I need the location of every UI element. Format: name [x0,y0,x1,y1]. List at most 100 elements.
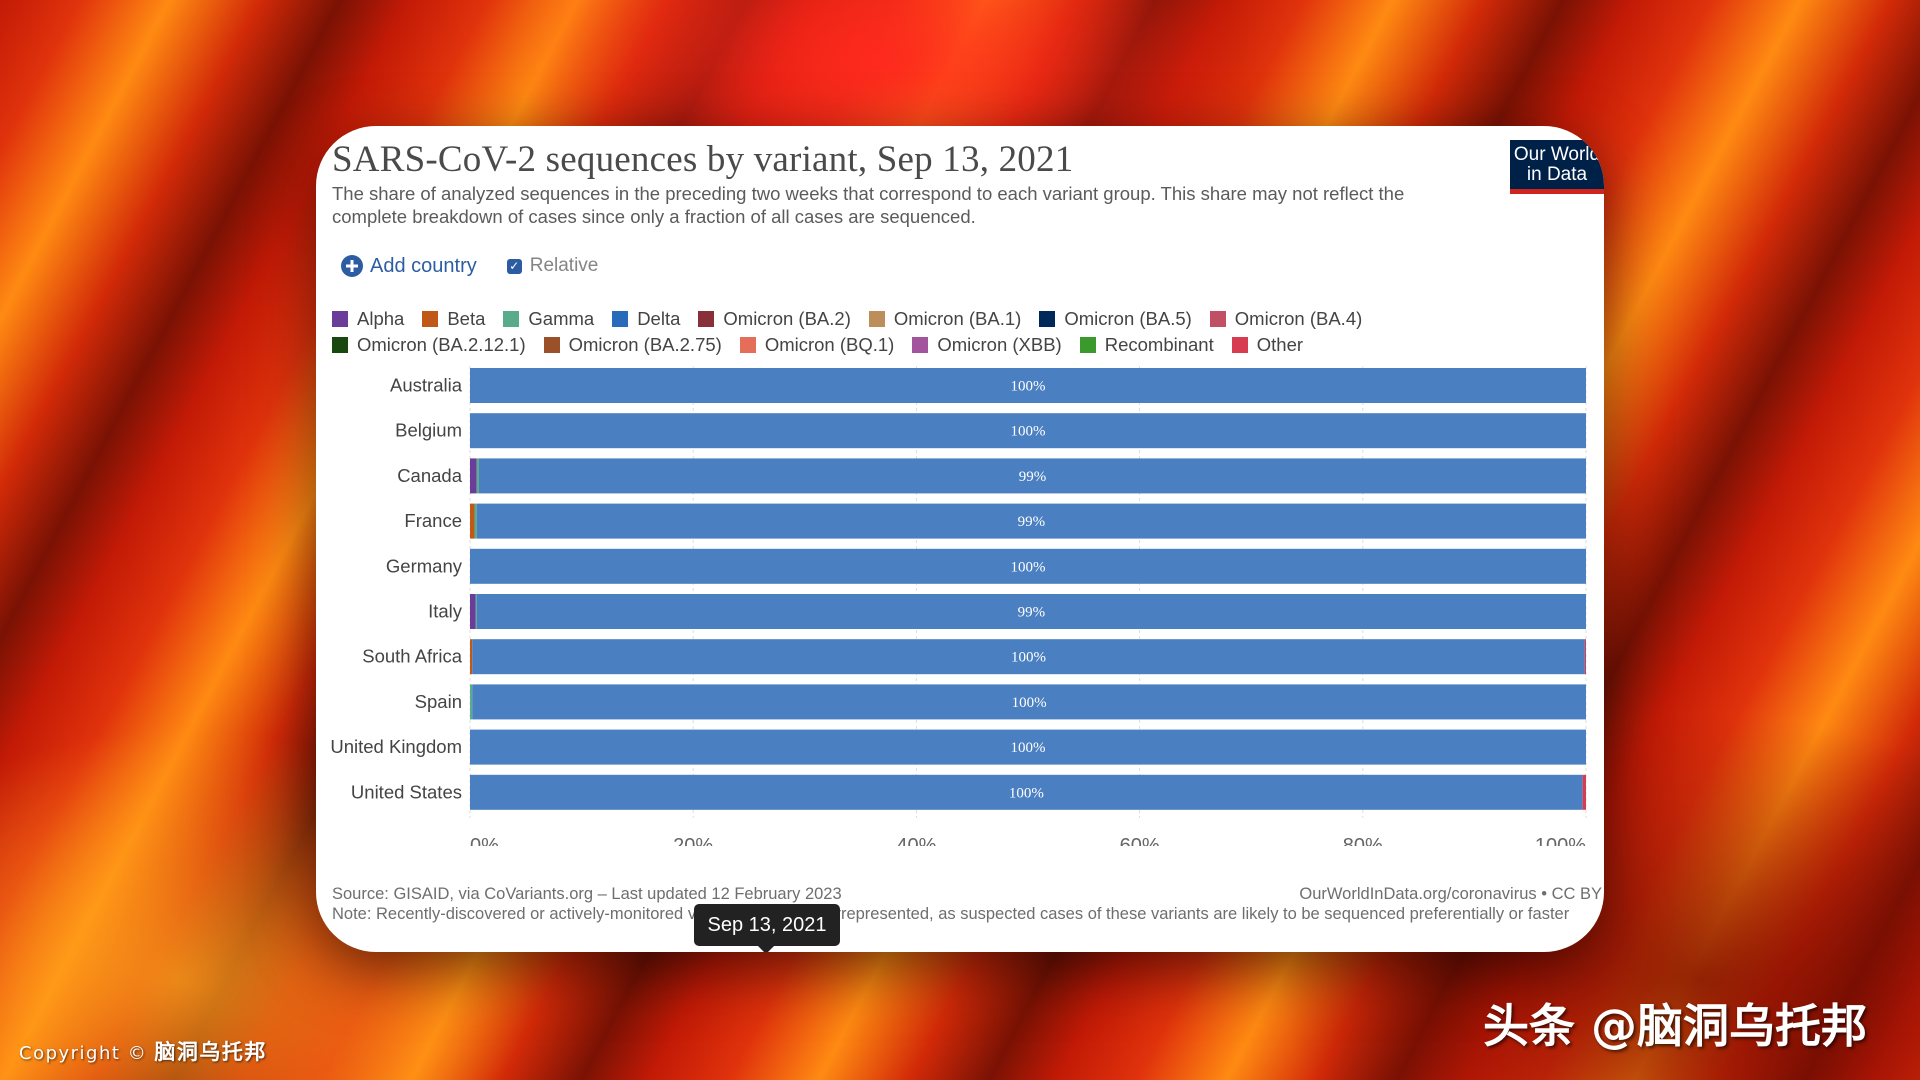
bar-segment [470,368,1586,403]
chart-footer: Source: GISAID, via CoVariants.org – Las… [332,884,1602,924]
bar-segment [470,684,473,720]
legend-swatch [332,311,348,327]
logo-line-2: in Data [1526,164,1588,185]
bar-segment [470,503,475,539]
legend-label: Other [1256,334,1304,355]
y-category-label: Germany [386,555,463,576]
legend-label: Alpha [357,308,405,329]
copyright-symbol-icon: © [127,1043,148,1064]
legend-swatch [612,311,629,327]
bar-segment [474,503,477,539]
owid-logo[interactable]: Our World in Data [1510,140,1604,194]
y-category-label: Australia [390,375,463,396]
bar-segment [476,503,1586,539]
bar-segment [470,413,1586,449]
logo-line-1: Our World [1513,144,1601,165]
add-country-label: Add country [370,254,477,277]
chart-controls: Add country ✓ Relative [340,254,598,278]
legend-item[interactable]: Omicron (BA.2) [698,308,851,330]
legend-swatch [503,311,520,327]
x-tick-label: 40% [896,835,936,846]
bar-data-label: 100% [1011,379,1046,395]
bar-segment [470,548,1586,584]
timeline-date-tooltip: Sep 13, 2021 [694,904,840,952]
y-category-label: Canada [397,465,463,486]
y-category-label: United States [351,781,462,802]
legend-item[interactable]: Omicron (BA.1) [868,308,1022,330]
legend-item[interactable]: Omicron (BA.4) [1209,308,1363,330]
note-text: Note: Recently-discovered or actively-mo… [332,905,1570,923]
legend-item[interactable]: Omicron (BA.5) [1039,308,1192,330]
source-url[interactable]: OurWorldInData.org/coronavirus • CC BY [1299,885,1602,903]
legend-label: Omicron (BA.5) [1064,308,1192,329]
y-category-label: Italy [428,601,463,622]
bar-segment [475,594,477,629]
legend-label: Delta [637,308,681,329]
legend-item[interactable]: Omicron (BA.2.12.1) [332,334,526,356]
bar-segment [476,594,1586,629]
x-tick-label: 80% [1343,835,1383,846]
legend-swatch [698,311,715,327]
legend-swatch [1039,311,1056,327]
relative-toggle[interactable]: ✓ Relative [506,255,599,277]
checkbox-checked-icon[interactable]: ✓ [506,258,522,274]
y-category-label: South Africa [362,646,462,667]
legend-item[interactable]: Recombinant [1079,334,1214,356]
bar-segment [470,594,476,629]
legend-swatch [1079,337,1096,353]
bar-data-label: 99% [1018,514,1046,530]
legend-item[interactable]: Beta [422,308,485,330]
legend-item[interactable]: Omicron (BA.2.75) [543,334,722,356]
source-text: Source: GISAID, via CoVariants.org – Las… [332,885,842,903]
legend-label: Recombinant [1104,334,1214,355]
legend-label: Omicron (XBB) [937,334,1062,355]
y-category-label: France [404,510,462,531]
legend-swatch [332,337,348,353]
bar-segment [472,639,1585,675]
x-tick-label: 100% [1535,835,1586,846]
bar-data-label: 100% [1011,650,1046,666]
legend-label: Omicron (BA.1) [893,308,1022,329]
legend-swatch [1231,337,1248,353]
legend-swatch [1209,311,1226,327]
legend-item[interactable]: Delta [612,308,680,330]
bar-data-label: 100% [1009,785,1044,801]
chart-subtitle: The share of analyzed sequences in the p… [332,183,1405,227]
copyright-name: 脑洞乌托邦 [154,1040,267,1064]
bar-data-label: 99% [1018,605,1046,621]
legend-label: Omicron (BQ.1) [764,334,895,355]
legend-label: Omicron (BA.2.12.1) [357,334,526,355]
bar-segment [476,458,479,494]
chart-card: SARS-CoV-2 sequences by variant, Sep 13,… [316,126,1604,952]
y-category-label: Belgium [395,420,462,441]
legend-item[interactable]: Omicron (XBB) [912,334,1062,356]
bar-segment [1582,774,1586,810]
bar-segment [1584,639,1586,675]
x-tick-label: 60% [1120,835,1160,846]
add-country-button[interactable]: Add country [340,254,477,278]
legend-item[interactable]: Other [1231,334,1304,356]
bar-data-label: 100% [1011,559,1046,575]
legend-row: Alpha Beta Gamma Delta Omicron (BA.2) Omicron… [332,306,1432,332]
bar-segment [470,774,1583,810]
relative-label: Relative [529,255,599,276]
x-tick-label: 0% [470,835,499,846]
bar-data-label: 100% [1011,740,1046,756]
y-category-label: Spain [415,691,462,712]
x-tick-label: 20% [673,835,713,846]
bar-segment [470,639,473,675]
plus-circle-icon [340,254,364,278]
legend-row: Omicron (BA.2.12.1) Omicron (BA.2.75) Omic… [332,332,1432,358]
legend-item[interactable]: Alpha [332,308,404,330]
legend-swatch [422,311,439,327]
bar-segment [472,684,1587,720]
legend-label: Omicron (BA.4) [1234,308,1363,329]
y-category-label: United Kingdom [330,736,462,757]
bar-segment [470,458,477,494]
legend-item[interactable]: Omicron (BQ.1) [739,334,895,356]
legend-item[interactable]: Gamma [503,308,594,330]
bar-segment [470,729,1586,765]
chart-title: SARS-CoV-2 sequences by variant, Sep 13,… [332,139,1074,180]
copyright-prefix: Copyright [19,1043,121,1064]
legend-swatch [543,337,560,353]
